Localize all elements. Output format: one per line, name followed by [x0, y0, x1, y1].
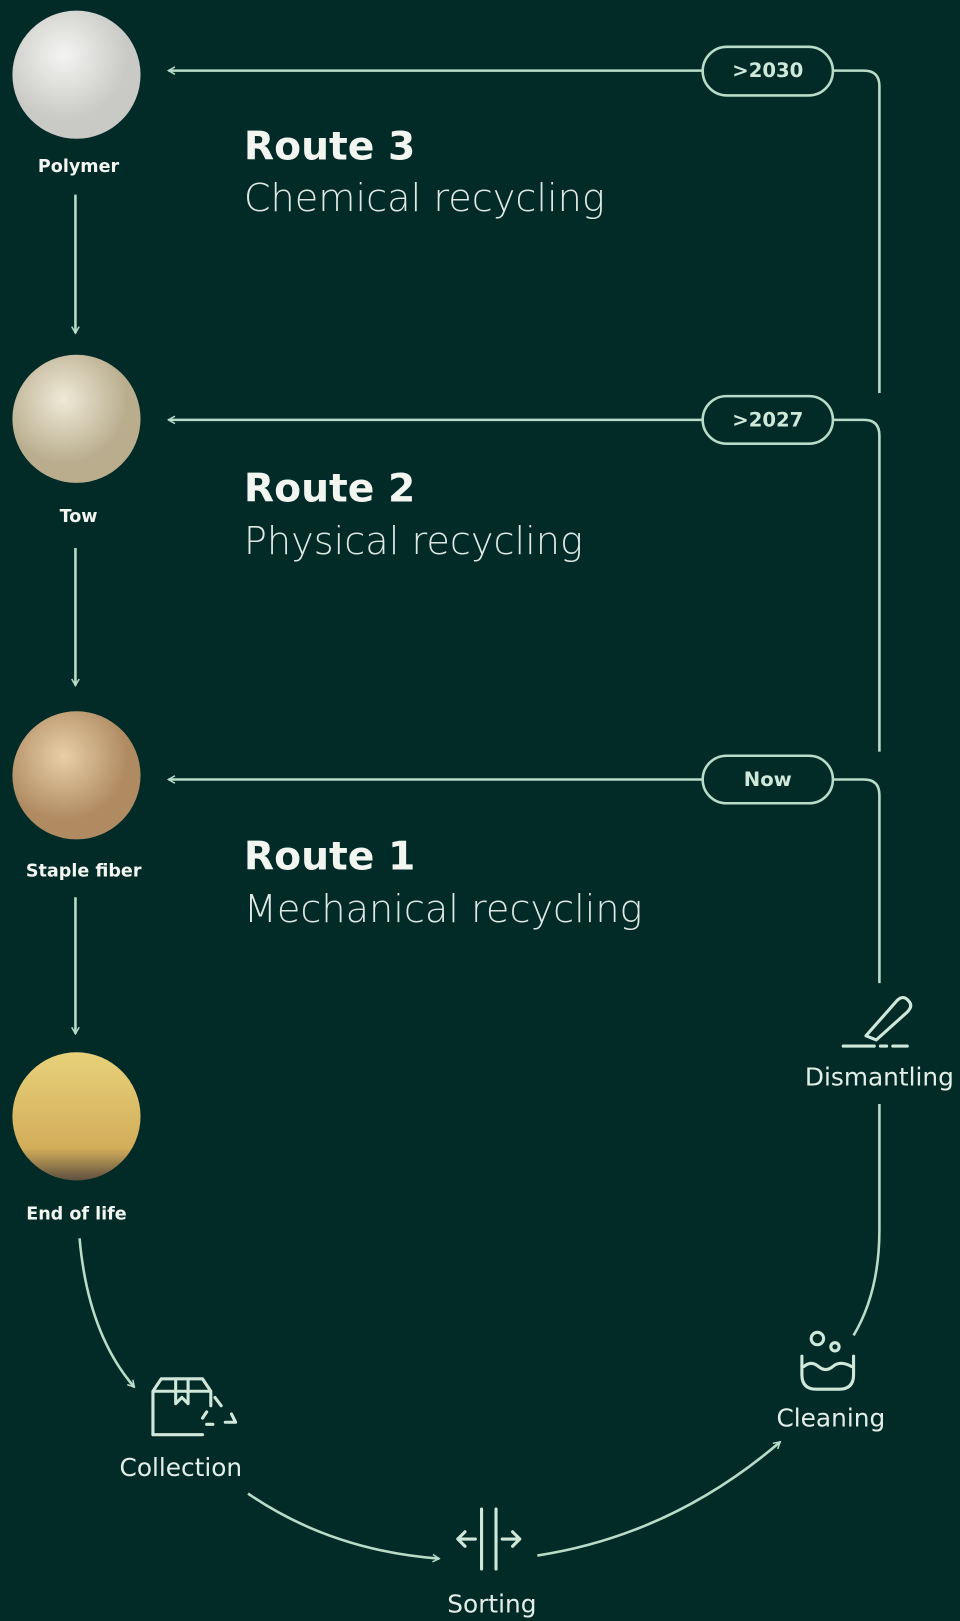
badge-label: >2027	[732, 408, 803, 431]
badge-label: >2030	[732, 59, 803, 82]
node-label: End of life	[26, 1205, 127, 1225]
step-label: Dismantling	[805, 1062, 954, 1091]
node-label: Tow	[60, 507, 98, 527]
tow-image	[12, 355, 140, 483]
badge-label: Now	[744, 768, 792, 791]
step-label: Cleaning	[776, 1403, 885, 1432]
background	[0, 0, 960, 1620]
route-title: Route 2	[244, 467, 416, 512]
node-label: Polymer	[38, 157, 120, 177]
staple-fiber-image	[12, 711, 140, 839]
route-subtitle: Physical recycling	[244, 520, 583, 564]
route-subtitle: Chemical recycling	[244, 177, 605, 221]
route-subtitle: Mechanical recycling	[244, 888, 643, 932]
step-label: Sorting	[447, 1589, 536, 1618]
diagram: Polymer Tow Staple fiber End of life >20…	[0, 0, 960, 1621]
polymer-image	[12, 11, 140, 139]
route-title: Route 1	[244, 834, 416, 879]
route-title: Route 3	[244, 124, 416, 169]
step-label: Collection	[120, 1453, 243, 1482]
node-label: Staple fiber	[26, 862, 142, 882]
end-of-life-image	[12, 1052, 140, 1180]
